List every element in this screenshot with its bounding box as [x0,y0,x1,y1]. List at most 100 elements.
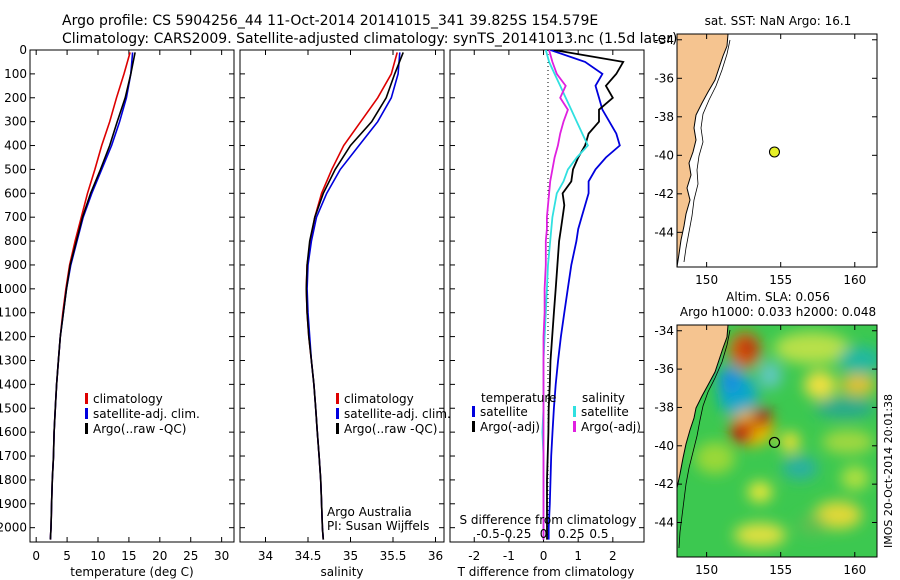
x-tick-label: 2 [609,549,617,563]
map-x-tick-label: 160 [843,273,866,287]
y-tick-label: 400 [4,139,27,153]
temperature-panel: 0 5 10 15 20 25 300100200300400500600700800900… [0,43,235,579]
map-x-tick-label: 150 [695,273,718,287]
y-tick-label: 900 [4,258,27,272]
legend-label-argo: Argo(..raw -QC) [93,422,186,436]
temperature-axes [29,49,235,543]
x-tick-label: 5 [63,549,71,563]
map-y-tick-label: -44 [654,225,674,239]
y-tick-label: 300 [4,115,27,129]
legend-swatch-t-argo [472,421,475,432]
s-tick-label: 0.25 [558,527,585,541]
x-tick-label: 10 [90,549,105,563]
sla-map: Altim. SLA: 0.056 Argo h1000: 0.033 h200… [654,290,895,577]
salinity-axes [239,49,445,543]
y-tick-label: 1200 [0,330,27,344]
x-tick-label: 15 [121,549,136,563]
salinity-panel: 34 34.5 35 35.5 36 salinity climatology sate… [239,49,451,579]
y-tick-label: 1300 [0,353,27,367]
legend-swatch-climatology [85,393,88,404]
legend-swatch-argo [336,423,339,434]
series-line-argo-raw-qc- [49,52,136,540]
y-tick-label: 600 [4,186,27,200]
legend-swatch-climatology [336,393,339,404]
y-tick-label: 1800 [0,473,27,487]
header-line-1: Argo profile: CS 5904256_44 11-Oct-2014 … [62,13,598,29]
map-x-tick-label: 150 [695,563,718,577]
map-y-tick-label: -44 [654,515,674,529]
x-tick-label: 0 [32,549,40,563]
legend-label-s-argo: Argo(-adj) [581,420,641,434]
salinity-legend: climatology satellite-adj. clim. Argo(..… [336,392,451,436]
x-tick-label: 35 [343,549,358,563]
sst-map: sat. SST: NaN Argo: 16.1 150 155 160 -34 -36… [654,14,878,287]
legend-swatch-satellite [336,408,339,419]
s-tick-label: 0 [540,527,548,541]
legend-swatch-satellite [85,408,88,419]
salinity-xlabel: salinity [320,565,363,579]
y-tick-label: 1900 [0,497,27,511]
imos-timestamp: IMOS 20-Oct-2014 20:01:38 [882,394,895,548]
temperature-legend: climatology satellite-adj. clim. Argo(..… [85,392,200,436]
map-y-tick-label: -40 [654,439,674,453]
y-tick-label: 1700 [0,449,27,463]
map-y-tick-label: -40 [654,148,674,162]
legend-swatch-s-satellite [573,406,576,417]
map-y-tick-label: -36 [654,71,674,85]
map-y-tick-label: -42 [654,477,674,491]
legend-label-satellite: satellite-adj. clim. [93,407,200,421]
sst-map-title: sat. SST: NaN Argo: 16.1 [705,14,852,28]
sla-title-line-1: Altim. SLA: 0.056 [726,290,830,304]
map-x-tick-label: 155 [769,273,792,287]
y-tick-label: 200 [4,91,27,105]
s-tick-label: -0.25 [500,527,531,541]
header-line-2: Climatology: CARS2009. Satellite-adjuste… [62,31,677,47]
legend-label-satellite: satellite-adj. clim. [344,407,451,421]
difference-panel: -2 -1 0 1 2 S difference from climatology -0… [449,49,645,579]
map-x-tick-label: 155 [769,563,792,577]
x-tick-label: 36 [428,549,443,563]
legend-swatch-s-argo [573,421,576,432]
map-y-tick-label: -34 [654,324,674,338]
difference-legend: temperature salinity satellite Argo(-adj… [472,391,641,434]
map-x-tick-label: 160 [843,563,866,577]
legend-label-t-satellite: satellite [480,405,528,419]
y-tick-label: 1400 [0,377,27,391]
y-tick-label: 1600 [0,425,27,439]
x-tick-label: 35.5 [380,549,407,563]
x-tick-label: 1 [574,549,582,563]
y-tick-label: 100 [4,67,27,81]
sst-isobath [683,39,731,263]
sla-float-marker [768,436,781,449]
x-tick-label: 20 [152,549,167,563]
legend-label-argo: Argo(..raw -QC) [344,422,437,436]
map-y-tick-label: -42 [654,187,674,201]
map-y-tick-label: -38 [654,400,674,414]
y-tick-label: 700 [4,210,27,224]
series-line-temperature-argo-adj- [546,50,625,540]
legend-label-s-satellite: satellite [581,405,629,419]
legend-title-temperature: temperature [481,391,556,405]
legend-swatch-t-satellite [472,406,475,417]
y-tick-label: 2000 [0,521,27,535]
temperature-xlabel: temperature (deg C) [70,565,193,579]
s-axis-title: S difference from climatology [460,513,637,527]
map-y-tick-label: -36 [654,362,674,376]
sla-field [695,332,877,547]
y-tick-label: 1100 [0,306,27,320]
x-tick-label: -2 [468,549,480,563]
series-line-salinity-argo-adj- [542,50,569,540]
sla-frame [676,324,878,558]
legend-label-climatology: climatology [93,392,163,406]
series-line-salinity-satellite [541,50,589,540]
x-tick-label: 34.5 [295,549,322,563]
sst-frame [676,33,878,268]
difference-xlabel: T difference from climatology [457,565,635,579]
s-tick-label: 0.5 [589,527,608,541]
x-tick-label: -1 [503,549,515,563]
y-tick-label: 500 [4,162,27,176]
legend-label-climatology: climatology [344,392,414,406]
s-tick-label: -0.5 [476,527,499,541]
map-y-tick-label: -38 [654,110,674,124]
